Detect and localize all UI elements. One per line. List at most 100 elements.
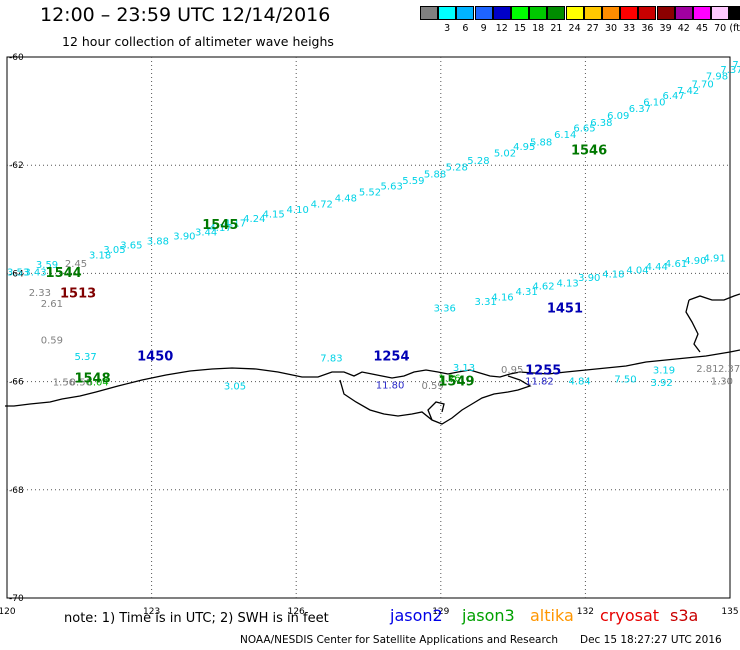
swh-value: 0.56 <box>70 377 92 388</box>
swh-value: 3.65 <box>120 241 142 252</box>
swh-value: 1.30 <box>711 376 733 387</box>
legend-swatch <box>529 6 548 20</box>
swh-value: 3.53 <box>7 268 29 279</box>
pass-time-label: 1450 <box>137 350 173 365</box>
swh-value: 5.59 <box>402 176 424 187</box>
swh-value: 7.50 <box>614 375 636 386</box>
swh-value: 5.63 <box>381 182 403 193</box>
swh-value: 5.88 <box>530 138 552 149</box>
lat-tick-label: -64 <box>9 269 24 279</box>
legend-label: 70 <box>714 23 727 34</box>
swh-value: 4.91 <box>703 253 725 264</box>
swh-value: 2.33 <box>29 288 51 299</box>
lat-tick-label: -70 <box>9 594 24 604</box>
satellite-legend-item: altika <box>530 606 574 625</box>
swh-value: 7.98 <box>706 72 728 83</box>
satellite-legend-item: s3a <box>670 606 699 625</box>
swh-value: 0.95 <box>501 365 523 376</box>
legend-swatch <box>620 6 639 20</box>
swh-value: 4.95 <box>513 142 535 153</box>
pass-time-label: 1513 <box>60 287 96 302</box>
coastline <box>5 293 740 425</box>
wave-height-tracks: 3.533.433.593.183.053.65 3.88 3.90 3.444.17… <box>7 60 740 393</box>
legend-swatch <box>547 6 566 20</box>
swh-value: 7.70 <box>691 79 713 90</box>
swh-value: 3.05 <box>103 245 125 256</box>
pass-time-label: 1451 <box>547 301 583 316</box>
legend-swatch <box>474 6 493 20</box>
legend-swatch <box>602 6 620 20</box>
swh-value: 5.52 <box>359 187 381 198</box>
swh-value: 6.38 <box>590 118 612 129</box>
legend-swatch <box>638 6 657 20</box>
swh-value: 2.45 <box>65 259 87 270</box>
legend-swatch <box>711 6 730 20</box>
map-frame <box>6 56 731 599</box>
pass-time-labels: 1544 1545 1546 1548 1549 1513 1451 1450 1254 1255… <box>46 49 740 390</box>
legend-unit: (ft) <box>729 23 740 34</box>
legend-label: 9 <box>480 23 487 34</box>
swh-value: 7.42 <box>677 86 699 97</box>
legend-label: 39 <box>659 23 672 34</box>
swh-value: 4.72 <box>311 199 333 210</box>
swh-value: 4.31 <box>516 287 538 298</box>
swh-value: 3.90 <box>173 231 195 242</box>
swh-value: 6.47 <box>663 91 685 102</box>
pass-time-label: 1548 <box>74 372 110 387</box>
satellite-legend-item: cryosat <box>600 606 660 625</box>
swh-value: 4.04 <box>626 265 648 276</box>
swh-value: 3.88 <box>147 237 169 248</box>
legend-label: 42 <box>677 23 690 34</box>
swh-value: 4.15 <box>262 210 284 221</box>
lon-tick-label: 135 <box>721 607 738 617</box>
legend-swatch <box>492 6 511 20</box>
lat-tick-label: -66 <box>9 378 24 388</box>
swh-value: 6.09 <box>607 111 629 122</box>
swh-value: 3.43 <box>24 268 46 279</box>
swh-value: 4.84 <box>569 376 591 387</box>
pass-time-label: 1255 <box>525 364 561 379</box>
credit-line: NOAA/NESDIS Center for Satellite Applica… <box>240 634 558 646</box>
swh-value: 0.59 <box>41 336 63 347</box>
pass-time-label: 1546 <box>571 143 607 158</box>
swh-value: 3.18 <box>89 250 111 261</box>
legend-label: 12 <box>495 23 508 34</box>
legend-label: 6 <box>462 23 469 34</box>
swh-value: 4.17 <box>209 223 231 234</box>
swh-value: 4.10 <box>287 205 309 216</box>
swh-value: 3.59 <box>36 260 58 271</box>
legend-label: 33 <box>623 23 636 34</box>
swh-value: 3.19 <box>653 365 675 376</box>
legend-label: 24 <box>568 23 581 34</box>
legend-label: 18 <box>532 23 545 34</box>
pass-time-label: 1549 <box>438 374 474 389</box>
legend-label: 36 <box>641 23 654 34</box>
lat-tick-label: -68 <box>9 486 24 496</box>
generation-timestamp: Dec 15 18:27:27 UTC 2016 <box>580 634 722 646</box>
swh-value: 4.13 <box>556 278 578 289</box>
swh-value: 4.44 <box>646 262 668 273</box>
swh-value: 7.50 <box>732 60 740 71</box>
swh-value: 3.31 <box>475 297 497 308</box>
satellite-legend-item: jason2 <box>390 606 443 625</box>
legend-label: 15 <box>513 23 527 34</box>
swh-value: 3.92 <box>650 378 672 389</box>
swh-value: 11.80 <box>376 381 405 392</box>
legend-label: 45 <box>695 23 709 34</box>
swh-value: 6.37 <box>629 104 651 115</box>
swh-value: 1.56 <box>53 377 75 388</box>
legend-swatch <box>456 6 475 20</box>
lat-lon-grid: 120 123 126 129 132 135 -60 -62 -64 -66 -68 -70 <box>0 53 739 617</box>
legend-swatch <box>656 6 675 20</box>
swh-value: 4.48 <box>335 193 357 204</box>
legend-swatch <box>583 6 602 20</box>
swh-value: 3.36 <box>434 303 456 314</box>
legend-swatch <box>438 6 457 20</box>
satellite-legend-item: jason3 <box>462 606 515 625</box>
swh-value: 5.28 <box>467 156 489 167</box>
lon-tick-label: 120 <box>0 607 16 617</box>
swh-value: 1.26 <box>438 374 460 385</box>
swh-value: 4.16 <box>491 292 513 303</box>
swh-value: 0.59 <box>422 381 444 392</box>
